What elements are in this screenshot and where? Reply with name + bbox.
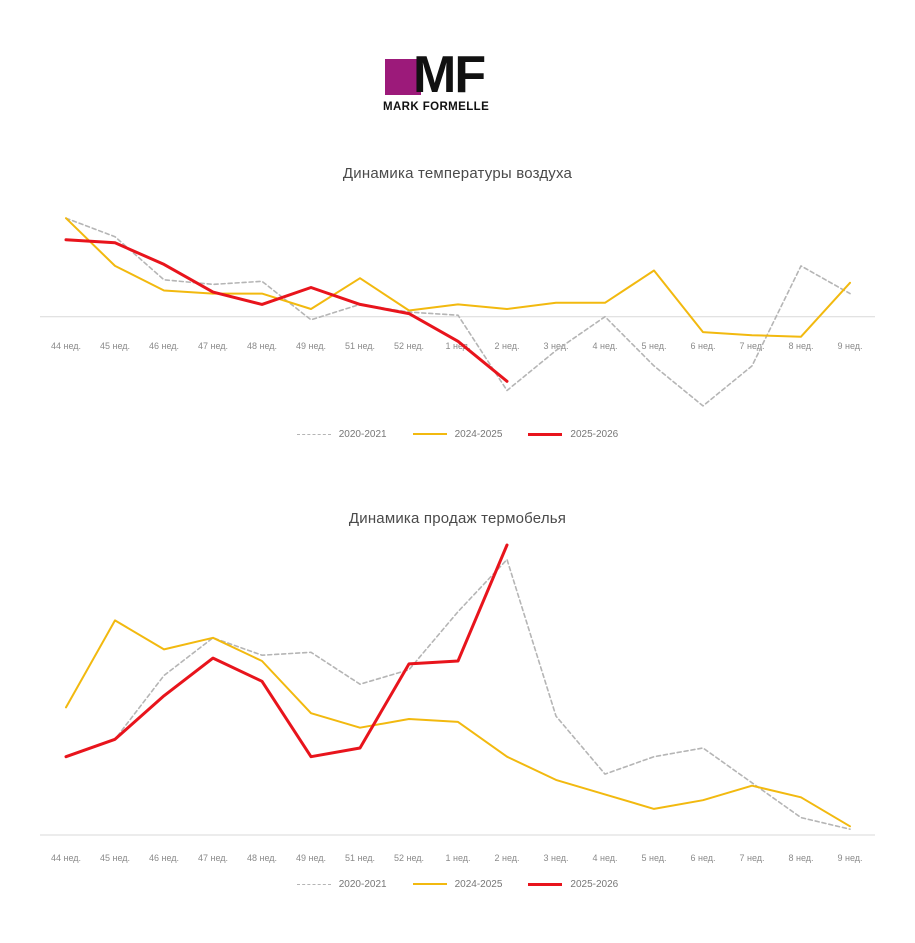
x-tick-label: 5 нед. [641, 341, 666, 351]
x-tick-label: 51 нед. [345, 341, 375, 351]
legend-label: 2024-2025 [454, 428, 503, 440]
x-tick-label: 51 нед. [345, 853, 375, 863]
x-tick-label: 7 нед. [739, 341, 764, 351]
legend-item-2020-2021: 2020-2021 [296, 428, 387, 440]
x-tick-label: 52 нед. [394, 853, 424, 863]
x-tick-label: 47 нед. [198, 853, 228, 863]
legend-item-2025-2026: 2025-2026 [528, 879, 618, 890]
x-tick-label: 44 нед. [51, 853, 81, 863]
x-tick-label: 4 нед. [592, 853, 617, 863]
legend-swatch [412, 433, 447, 435]
series-line-2020-2021 [65, 217, 851, 407]
legend-item-2025-2026: 2025-2026 [528, 429, 618, 440]
x-tick-label: 46 нед. [149, 341, 179, 351]
legend-swatch [528, 882, 563, 886]
x-tick-label: 47 нед. [198, 341, 228, 351]
x-tick-label: 45 нед. [100, 341, 130, 351]
legend-item-2024-2025: 2024-2025 [412, 428, 503, 440]
legend-item-2024-2025: 2024-2025 [412, 878, 503, 890]
x-tick-label: 2 нед. [494, 341, 519, 351]
x-tick-label: 44 нед. [51, 341, 81, 351]
legend-label: 2020-2021 [338, 428, 387, 440]
legend-swatch [528, 432, 563, 436]
x-tick-label: 48 нед. [247, 853, 277, 863]
x-tick-label: 45 нед. [100, 853, 130, 863]
chart-title-temperature: Динамика температуры воздуха [342, 165, 573, 182]
legend-item-2020-2021: 2020-2021 [296, 878, 387, 890]
temperature-chart: 44 нед. 45 нед. 46 нед. 47 нед. 48 нед. 49 не… [40, 217, 875, 407]
x-tick-label: 49 нед. [296, 341, 326, 351]
x-tick-label: 1 нед. [445, 341, 470, 351]
legend-swatch [296, 883, 331, 885]
x-tick-label: 52 нед. [394, 341, 424, 351]
x-tick-label: 8 нед. [788, 853, 813, 863]
x-tick-label: 3 нед. [543, 853, 568, 863]
logo-square [385, 59, 421, 95]
temperature-legend: 2020-2021 2024-2025 2025-2026 [0, 426, 915, 442]
x-tick-label: 9 нед. [837, 341, 862, 351]
legend-label: 2025-2026 [570, 878, 619, 890]
legend-label: 2025-2026 [570, 428, 619, 440]
series-line-2025-2026 [64, 238, 509, 383]
legend-label: 2024-2025 [454, 878, 503, 890]
legend-swatch [296, 433, 331, 435]
series-line-2020-2021 [65, 558, 851, 831]
x-tick-label: 48 нед. [247, 341, 277, 351]
x-tick-label: 6 нед. [690, 341, 715, 351]
brand-logo: MF MARK FORMELLE [381, 47, 541, 117]
x-tick-label: 5 нед. [641, 853, 666, 863]
logo-letters: MF [413, 46, 486, 104]
x-tick-label: 2 нед. [494, 853, 519, 863]
x-tick-label: 1 нед. [445, 853, 470, 863]
x-tick-label: 9 нед. [837, 853, 862, 863]
series-line-2025-2026 [64, 543, 509, 759]
chart-title-sales: Динамика продаж термобелья [348, 510, 567, 527]
sales-chart: 44 нед. 45 нед. 46 нед. 47 нед. 48 нед. 49 не… [40, 543, 875, 863]
sales-legend: 2020-2021 2024-2025 2025-2026 [0, 876, 915, 892]
legend-swatch [412, 883, 447, 885]
series-line-2024-2025 [65, 217, 851, 338]
series-line-2024-2025 [65, 619, 851, 828]
x-tick-label: 6 нед. [690, 853, 715, 863]
legend-label: 2020-2021 [338, 878, 387, 890]
x-tick-label: 46 нед. [149, 853, 179, 863]
x-tick-label: 4 нед. [592, 341, 617, 351]
x-tick-label: 49 нед. [296, 853, 326, 863]
x-tick-label: 3 нед. [543, 341, 568, 351]
x-tick-label: 7 нед. [739, 853, 764, 863]
x-tick-label: 8 нед. [788, 341, 813, 351]
logo-brand-name: MARK FORMELLE [383, 101, 490, 113]
